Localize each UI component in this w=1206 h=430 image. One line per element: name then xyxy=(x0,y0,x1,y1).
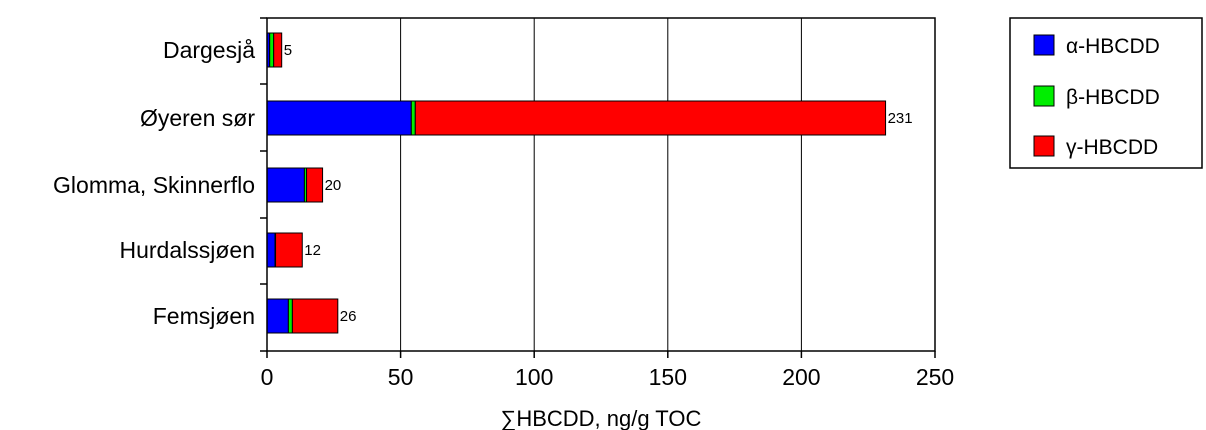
bar-segment xyxy=(266,167,305,203)
x-axis-title: ∑HBCDD, ng/g TOC xyxy=(501,406,702,430)
bar-segment xyxy=(414,100,887,136)
bar-segment xyxy=(275,232,303,268)
bar-segment xyxy=(273,32,283,68)
legend-label: α-HBCDD xyxy=(1066,35,1160,58)
legend-swatch xyxy=(1033,135,1055,157)
legend-swatch xyxy=(1033,34,1055,56)
data-label: 20 xyxy=(325,177,342,194)
axes: 0 50 100 150 200 250 xyxy=(260,17,954,390)
x-tick-label: 150 xyxy=(649,364,687,390)
category-label: Øyeren sør xyxy=(140,105,255,131)
category-label: Hurdalssjøen xyxy=(120,237,256,263)
x-tick-label: 250 xyxy=(916,364,954,390)
legend-label: γ-HBCDD xyxy=(1066,136,1158,159)
plot-frame xyxy=(266,17,936,352)
bar-segment xyxy=(269,32,275,68)
data-label: 231 xyxy=(888,110,913,127)
x-tick-label: 200 xyxy=(782,364,820,390)
grid-lines xyxy=(400,18,802,351)
bar-segment xyxy=(291,298,339,334)
legend-swatch xyxy=(1033,85,1055,107)
legend-label: β-HBCDD xyxy=(1066,86,1160,109)
data-label: 26 xyxy=(340,308,357,325)
bar-segment xyxy=(287,298,293,334)
category-labels: Dargesjå Øyeren sør Glomma, Skinnerflo Hurd… xyxy=(53,37,255,329)
bar-segment xyxy=(266,298,289,334)
bars xyxy=(266,32,887,334)
legend: α-HBCDD β-HBCDD γ-HBCDD xyxy=(1009,17,1203,169)
category-label: Glomma, Skinnerflo xyxy=(53,172,255,198)
bar-segment xyxy=(410,100,416,136)
x-tick-label: 0 xyxy=(261,364,274,390)
bar-segment xyxy=(266,100,412,136)
category-label: Femsjøen xyxy=(153,303,255,329)
bar-segment xyxy=(306,167,324,203)
bar-segment xyxy=(266,232,276,268)
category-label: Dargesjå xyxy=(163,37,255,63)
data-label: 12 xyxy=(304,242,321,259)
data-label: 5 xyxy=(284,42,292,59)
x-tick-label: 100 xyxy=(515,364,553,390)
data-labels: 5 231 20 12 26 xyxy=(284,42,913,325)
x-tick-label: 50 xyxy=(388,364,414,390)
